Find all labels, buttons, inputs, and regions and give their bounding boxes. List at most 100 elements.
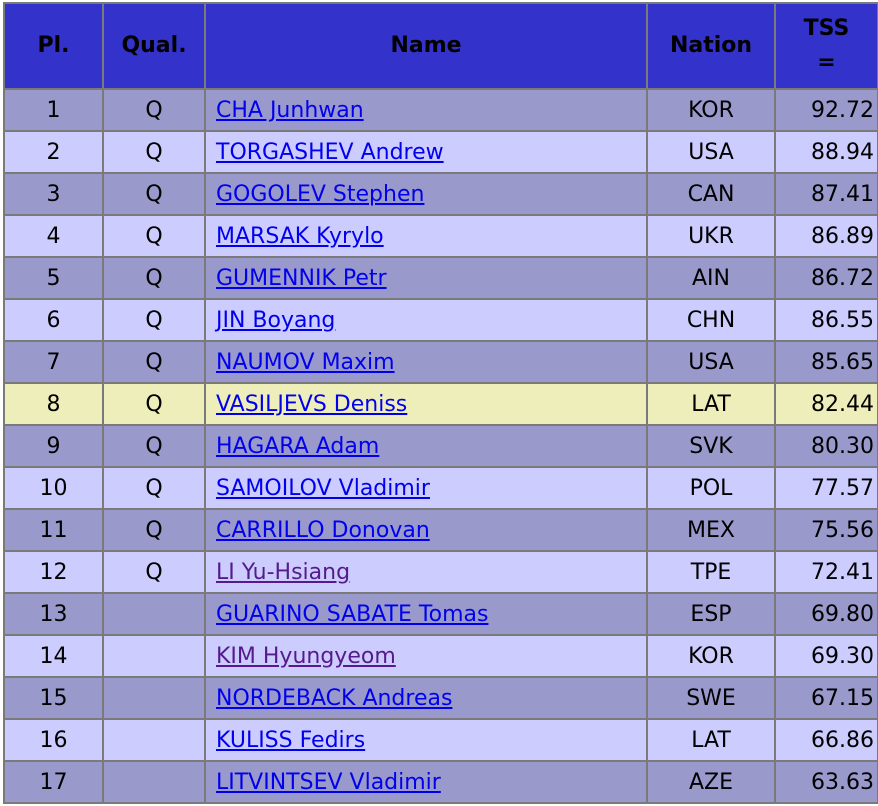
qualification: Q (104, 552, 204, 592)
place: 11 (5, 510, 102, 550)
result-row: 1 Q CHA Junhwan KOR 92.72 (5, 90, 877, 130)
results-table: Pl. Qual. Name Nation TSS = 1 Q CHA Junhwan KOR 9… (3, 2, 878, 804)
nation: CAN (648, 174, 774, 214)
tss: 87.41 (776, 174, 877, 214)
place: 12 (5, 552, 102, 592)
header-label: TSS (803, 16, 850, 41)
qualification (104, 720, 204, 760)
skater-link[interactable]: GOGOLEV Stephen (216, 181, 425, 207)
skater-link[interactable]: GUMENNIK Petr (216, 265, 387, 291)
tss: 69.80 (776, 594, 877, 634)
skater-link[interactable]: MARSAK Kyrylo (216, 223, 384, 249)
name-cell: GOGOLEV Stephen (206, 174, 646, 214)
tss: 82.44 (776, 384, 877, 424)
result-row: 15 NORDEBACK Andreas SWE 67.15 (5, 678, 877, 718)
skater-link[interactable]: SAMOILOV Vladimir (216, 475, 430, 501)
tss: 86.72 (776, 258, 877, 298)
result-row: 16 KULISS Fedirs LAT 66.86 (5, 720, 877, 760)
result-row: 4 Q MARSAK Kyrylo UKR 86.89 (5, 216, 877, 256)
nation: UKR (648, 216, 774, 256)
tss: 63.63 (776, 762, 877, 802)
result-row: 7 Q NAUMOV Maxim USA 85.65 (5, 342, 877, 382)
nation: KOR (648, 636, 774, 676)
tss: 86.89 (776, 216, 877, 256)
name-cell: JIN Boyang (206, 300, 646, 340)
name-cell: CHA Junhwan (206, 90, 646, 130)
name-cell: KIM Hyungyeom (206, 636, 646, 676)
skater-link[interactable]: CARRILLO Donovan (216, 517, 430, 543)
place: 3 (5, 174, 102, 214)
nation: USA (648, 342, 774, 382)
skater-link[interactable]: KULISS Fedirs (216, 727, 366, 753)
qualification: Q (104, 90, 204, 130)
column-header: TSS = (776, 4, 877, 88)
qualification: Q (104, 342, 204, 382)
place: 10 (5, 468, 102, 508)
nation: USA (648, 132, 774, 172)
skater-link[interactable]: HAGARA Adam (216, 433, 380, 459)
column-header: Name (206, 4, 646, 88)
name-cell: NAUMOV Maxim (206, 342, 646, 382)
result-row: 11 Q CARRILLO Donovan MEX 75.56 (5, 510, 877, 550)
result-row: 17 LITVINTSEV Vladimir AZE 63.63 (5, 762, 877, 802)
skater-link[interactable]: TORGASHEV Andrew (216, 139, 444, 165)
tss: 86.55 (776, 300, 877, 340)
result-row: 2 Q TORGASHEV Andrew USA 88.94 (5, 132, 877, 172)
name-cell: GUARINO SABATE Tomas (206, 594, 646, 634)
qualification: Q (104, 468, 204, 508)
qualification: Q (104, 300, 204, 340)
nation: POL (648, 468, 774, 508)
result-row: 10 Q SAMOILOV Vladimir POL 77.57 (5, 468, 877, 508)
qualification: Q (104, 132, 204, 172)
skater-link[interactable]: GUARINO SABATE Tomas (216, 601, 489, 627)
qualification: Q (104, 510, 204, 550)
nation: CHN (648, 300, 774, 340)
skater-link[interactable]: KIM Hyungyeom (216, 643, 396, 669)
nation: LAT (648, 720, 774, 760)
skater-link[interactable]: CHA Junhwan (216, 97, 364, 123)
skater-link[interactable]: LITVINTSEV Vladimir (216, 769, 441, 795)
tss: 69.30 (776, 636, 877, 676)
tss: 92.72 (776, 90, 877, 130)
qualification: Q (104, 174, 204, 214)
skater-link[interactable]: JIN Boyang (216, 307, 336, 333)
result-row: 8 Q VASILJEVS Deniss LAT 82.44 (5, 384, 877, 424)
qualification (104, 678, 204, 718)
qualification: Q (104, 384, 204, 424)
place: 8 (5, 384, 102, 424)
skater-link[interactable]: VASILJEVS Deniss (216, 391, 408, 417)
column-header: Qual. (104, 4, 204, 88)
place: 15 (5, 678, 102, 718)
place: 7 (5, 342, 102, 382)
tss: 72.41 (776, 552, 877, 592)
place: 5 (5, 258, 102, 298)
result-row: 5 Q GUMENNIK Petr AIN 86.72 (5, 258, 877, 298)
nation: ESP (648, 594, 774, 634)
nation: AZE (648, 762, 774, 802)
result-row: 9 Q HAGARA Adam SVK 80.30 (5, 426, 877, 466)
tss: 80.30 (776, 426, 877, 466)
skater-link[interactable]: NORDEBACK Andreas (216, 685, 453, 711)
column-header: Pl. (5, 4, 102, 88)
place: 2 (5, 132, 102, 172)
name-cell: NORDEBACK Andreas (206, 678, 646, 718)
qualification: Q (104, 216, 204, 256)
result-row: 6 Q JIN Boyang CHN 86.55 (5, 300, 877, 340)
qualification (104, 594, 204, 634)
place: 1 (5, 90, 102, 130)
skater-link[interactable]: NAUMOV Maxim (216, 349, 395, 375)
result-row: 13 GUARINO SABATE Tomas ESP 69.80 (5, 594, 877, 634)
nation: TPE (648, 552, 774, 592)
name-cell: VASILJEVS Deniss (206, 384, 646, 424)
tss: 88.94 (776, 132, 877, 172)
qualification (104, 636, 204, 676)
name-cell: GUMENNIK Petr (206, 258, 646, 298)
nation: AIN (648, 258, 774, 298)
skater-link[interactable]: LI Yu-Hsiang (216, 559, 351, 585)
header-row: Pl. Qual. Name Nation TSS = (5, 4, 877, 88)
result-row: 14 KIM Hyungyeom KOR 69.30 (5, 636, 877, 676)
column-header: Nation (648, 4, 774, 88)
nation: MEX (648, 510, 774, 550)
tss: 75.56 (776, 510, 877, 550)
